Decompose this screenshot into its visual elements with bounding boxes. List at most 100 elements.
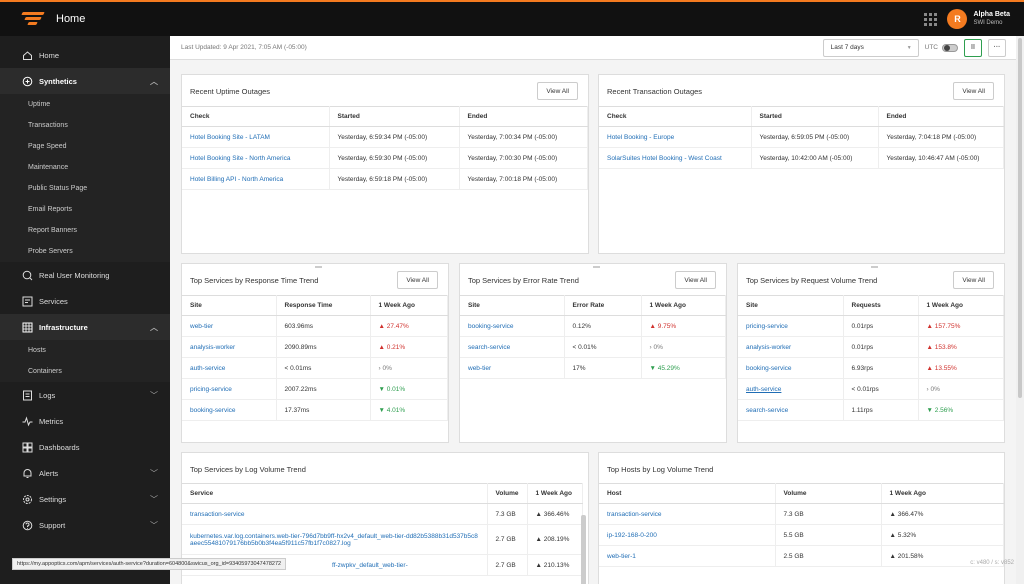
solarwinds-logo-icon[interactable] xyxy=(20,10,45,28)
column-header[interactable]: Started xyxy=(751,106,879,127)
site-link[interactable]: analysis-worker xyxy=(738,336,844,358)
sidebar-item-synthetics[interactable]: Synthetics ︿ xyxy=(0,68,170,94)
avatar[interactable]: R xyxy=(947,9,968,29)
column-header[interactable]: 1 Week Ago xyxy=(881,483,1004,504)
drag-handle-icon[interactable] xyxy=(315,266,322,268)
view-all-button[interactable]: View All xyxy=(953,271,994,289)
sidebar-item-home[interactable]: Home xyxy=(0,42,170,68)
sidebar-item-infrastructure[interactable]: Infrastructure ︿ xyxy=(0,314,170,340)
check-link[interactable]: Hotel Billing API - North America xyxy=(182,168,330,190)
table-row: transaction-service 7.3 GB ▲ 366.46% xyxy=(182,503,583,525)
table-header-row: Check Started Ended xyxy=(599,106,1004,127)
column-header[interactable]: Check xyxy=(182,106,330,127)
column-header[interactable]: Ended xyxy=(878,106,1004,127)
time-range-select[interactable]: Last 7 days ▼ xyxy=(822,38,919,57)
sidebar-subitem-page-speed[interactable]: Page Speed xyxy=(0,136,170,157)
sidebar-subitem-uptime[interactable]: Uptime xyxy=(0,94,170,115)
sidebar-item-label: Real User Monitoring xyxy=(39,270,110,280)
sidebar-item-real-user-monitoring[interactable]: Real User Monitoring xyxy=(0,262,170,288)
column-header[interactable]: Service xyxy=(182,483,488,504)
check-link[interactable]: Hotel Booking Site - North America xyxy=(182,147,330,169)
check-link[interactable]: Hotel Booking - Europe xyxy=(599,126,752,148)
app-switcher-icon[interactable] xyxy=(924,12,938,26)
column-header[interactable]: Error Rate xyxy=(564,295,642,316)
sidebar-item-dashboards[interactable]: Dashboards xyxy=(0,434,170,460)
column-header[interactable]: Ended xyxy=(459,106,588,127)
host-link[interactable]: transaction-service xyxy=(599,503,776,525)
value-cell: < 0.01rps xyxy=(843,378,919,400)
column-header[interactable]: Host xyxy=(599,483,776,504)
sidebar-item-settings[interactable]: Settings ﹀ xyxy=(0,486,170,512)
drag-handle-icon[interactable] xyxy=(871,266,878,268)
column-header[interactable]: Volume xyxy=(487,483,528,504)
sidebar-item-metrics[interactable]: Metrics xyxy=(0,408,170,434)
column-header[interactable]: Requests xyxy=(843,295,919,316)
sidebar-item-support[interactable]: Support ﹀ xyxy=(0,512,170,538)
column-header[interactable]: Started xyxy=(329,106,460,127)
site-link[interactable]: auth-service xyxy=(738,378,844,400)
response-time-table: Site Response Time 1 Week Ago web-tier 6… xyxy=(182,295,448,421)
trend-cell: ▲ 210.13% xyxy=(527,554,583,576)
pause-button[interactable]: II xyxy=(964,38,982,57)
site-link[interactable]: booking-service xyxy=(460,315,565,337)
service-link[interactable]: kubernetes.var.log.containers.web-tier-7… xyxy=(182,524,488,555)
column-header[interactable]: Response Time xyxy=(276,295,371,316)
site-link[interactable]: search-service xyxy=(738,399,844,421)
sidebar-subitem-probe-servers[interactable]: Probe Servers xyxy=(0,241,170,262)
site-link[interactable]: analysis-worker xyxy=(182,336,277,358)
check-link[interactable]: Hotel Booking Site - LATAM xyxy=(182,126,330,148)
sidebar-subitem-transactions[interactable]: Transactions xyxy=(0,115,170,136)
site-link[interactable]: pricing-service xyxy=(738,315,844,337)
more-options-button[interactable]: ··· xyxy=(988,38,1006,57)
panel-title: Top Services by Log Volume Trend xyxy=(190,465,306,474)
trend-cell: ▲ 5.32% xyxy=(881,524,1004,546)
utc-toggle[interactable] xyxy=(942,43,958,52)
column-header[interactable]: 1 Week Ago xyxy=(918,295,1004,316)
drag-handle-icon[interactable] xyxy=(593,266,600,268)
column-header[interactable]: Site xyxy=(738,295,844,316)
view-all-button[interactable]: View All xyxy=(953,82,994,100)
user-org: SWI Demo xyxy=(973,20,1003,26)
column-header[interactable]: Check xyxy=(599,106,752,127)
sidebar-subitem-containers[interactable]: Containers xyxy=(0,361,170,382)
site-link[interactable]: auth-service xyxy=(182,357,277,379)
sidebar-item-logs[interactable]: Logs ﹀ xyxy=(0,382,170,408)
host-link[interactable]: ip-192-168-0-200 xyxy=(599,524,776,546)
host-link[interactable]: web-tier-1 xyxy=(599,545,776,567)
site-link[interactable]: web-tier xyxy=(460,357,565,379)
sidebar-item-services[interactable]: Services xyxy=(0,288,170,314)
started-cell: Yesterday, 6:59:05 PM (-05:00) xyxy=(751,126,879,148)
column-header[interactable]: 1 Week Ago xyxy=(641,295,726,316)
sidebar-subitem-email-reports[interactable]: Email Reports xyxy=(0,199,170,220)
table-row: pricing-service 0.01rps ▲ 157.75% xyxy=(738,315,1004,337)
column-header[interactable]: 1 Week Ago xyxy=(370,295,448,316)
site-link[interactable]: web-tier xyxy=(182,315,277,337)
table-row: booking-service 6.93rps ▲ 13.55% xyxy=(738,357,1004,379)
column-header[interactable]: Site xyxy=(460,295,565,316)
service-link[interactable]: transaction-service xyxy=(182,503,488,525)
site-link[interactable]: booking-service xyxy=(182,399,277,421)
site-link[interactable]: search-service xyxy=(460,336,565,358)
sidebar-subitem-hosts[interactable]: Hosts xyxy=(0,340,170,361)
view-all-button[interactable]: View All xyxy=(675,271,716,289)
page-scrollbar[interactable] xyxy=(1016,36,1024,584)
sidebar-item-alerts[interactable]: Alerts ﹀ xyxy=(0,460,170,486)
check-link[interactable]: SolarSuites Hotel Booking - West Coast xyxy=(599,147,752,169)
sidebar-subitem-maintenance[interactable]: Maintenance xyxy=(0,157,170,178)
sidebar-subitem-public-status-page[interactable]: Public Status Page xyxy=(0,178,170,199)
trend-cell: ▼ 2.56% xyxy=(918,399,1004,421)
panel-scrollbar[interactable] xyxy=(581,515,586,584)
view-all-button[interactable]: View All xyxy=(397,271,438,289)
column-header[interactable]: Site xyxy=(182,295,277,316)
site-link[interactable]: booking-service xyxy=(738,357,844,379)
sidebar-subitem-report-banners[interactable]: Report Banners xyxy=(0,220,170,241)
site-link[interactable]: pricing-service xyxy=(182,378,277,400)
view-all-button[interactable]: View All xyxy=(537,82,578,100)
chevron-down-icon: ﹀ xyxy=(150,520,158,530)
column-header[interactable]: Volume xyxy=(775,483,882,504)
column-header[interactable]: 1 Week Ago xyxy=(527,483,583,504)
toolbar: Last Updated: 9 Apr 2021, 7:05 AM (-05:0… xyxy=(170,36,1016,60)
table-row: kubernetes.var.log.containers.web-tier-7… xyxy=(182,524,583,555)
ended-cell: Yesterday, 7:00:18 PM (-05:00) xyxy=(459,168,588,190)
user-menu[interactable]: Alpha Beta SWI Demo xyxy=(973,10,1010,28)
